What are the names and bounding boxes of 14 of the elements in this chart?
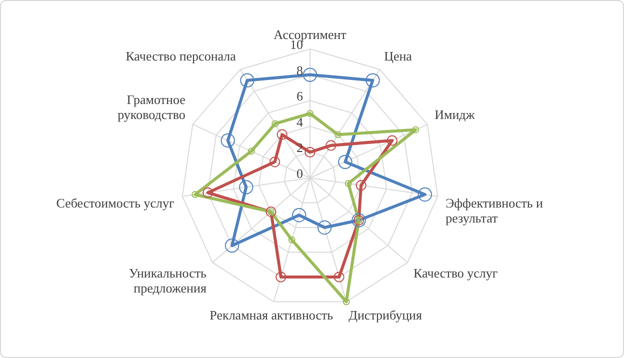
spoke-label: Дистрибуция xyxy=(348,307,422,322)
spoke-label: Эффективность и результат xyxy=(446,195,544,226)
spoke-label: Качество услуг xyxy=(414,266,498,281)
y-tick-label: 0 xyxy=(296,166,303,181)
spoke-label: Себестоимость услуг xyxy=(56,195,174,210)
spoke-label: Цена xyxy=(384,48,412,64)
y-tick-label: 6 xyxy=(296,88,304,104)
spoke-label: Уникальность предложения xyxy=(128,266,207,296)
spoke-label: Рекламная активность xyxy=(210,307,334,322)
y-tick-label: 8 xyxy=(296,62,303,78)
y-tick-label: 4 xyxy=(296,114,304,130)
spoke-label: Качество персонала xyxy=(126,48,236,64)
spoke-label: Имидж xyxy=(434,107,476,122)
spoke-label: Грамотное руководство xyxy=(118,92,186,122)
